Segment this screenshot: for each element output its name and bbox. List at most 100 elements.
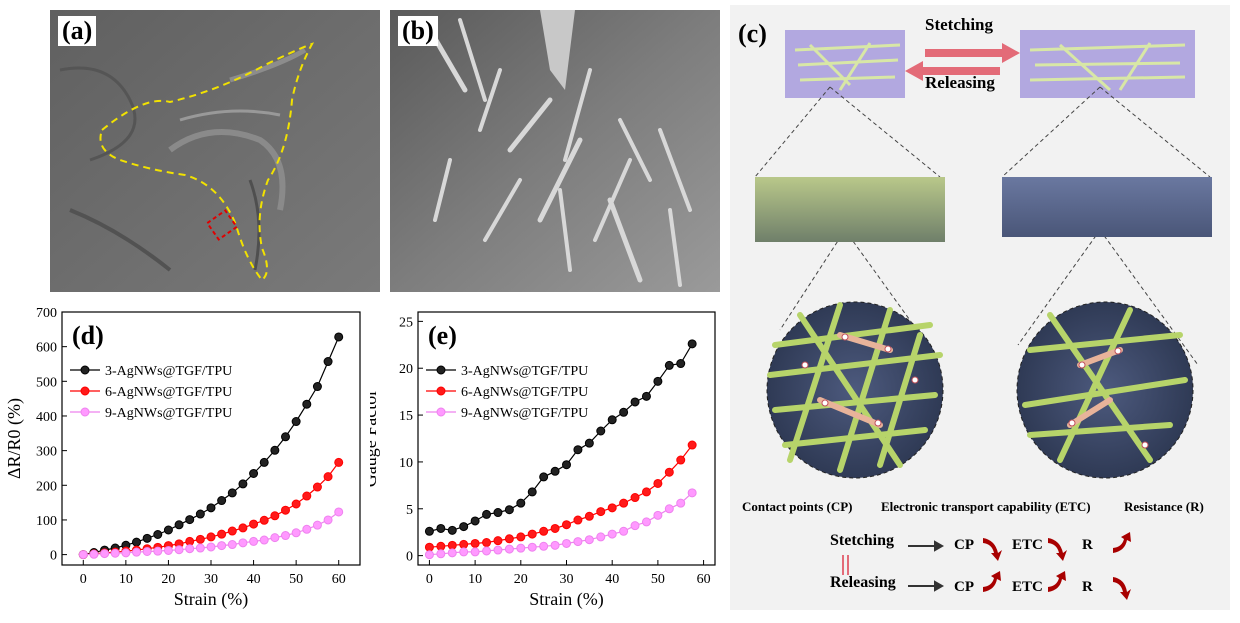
data-point	[459, 547, 469, 557]
data-point	[527, 542, 537, 552]
x-axis-label: Strain (%)	[174, 589, 248, 610]
data-point	[424, 550, 434, 560]
data-point	[470, 516, 480, 526]
data-point	[312, 520, 322, 530]
data-point	[641, 517, 651, 527]
data-point	[270, 533, 280, 543]
data-point	[573, 445, 583, 455]
y-tick-label: 200	[36, 479, 57, 494]
data-point	[185, 515, 195, 525]
data-point	[270, 511, 280, 521]
x-axis-label: Strain (%)	[529, 589, 603, 610]
x-tick-label: 30	[204, 572, 218, 587]
y-tick-label: 300	[36, 445, 57, 460]
data-point	[562, 538, 571, 548]
legend-etc: Electronic transport capability (ETC)	[881, 499, 1091, 514]
data-point	[227, 540, 237, 550]
panel-label-a: (a)	[58, 16, 97, 46]
y-tick-label: 100	[36, 514, 57, 529]
y-tick-label: 700	[36, 306, 57, 321]
row-releasing: Releasing	[830, 574, 896, 591]
data-point	[550, 466, 560, 476]
data-point	[334, 332, 344, 342]
data-point	[516, 543, 526, 553]
data-point	[281, 531, 290, 541]
x-tick-label: 60	[697, 572, 711, 587]
data-point	[436, 549, 446, 559]
sem-image-b: (b)	[390, 10, 720, 292]
data-point	[516, 532, 526, 542]
chart-d: 0 10 20 30 40 50 600100200300400500600700Strai…	[4, 306, 361, 610]
y-axis-label: Gauge Factor	[370, 390, 380, 487]
data-point	[217, 541, 227, 551]
data-point	[195, 509, 205, 519]
data-point	[302, 399, 312, 409]
panel-label-c: (c)	[738, 19, 767, 48]
data-point	[596, 532, 606, 542]
sem-a-illustration	[50, 10, 380, 292]
y-tick-label: 15	[399, 409, 413, 424]
legend-label: 3-AgNWs@TGF/TPU	[461, 364, 588, 379]
data-point	[312, 482, 322, 492]
data-point	[584, 511, 594, 521]
data-point	[121, 548, 131, 558]
data-point	[596, 507, 606, 517]
data-point	[217, 529, 227, 539]
data-point	[238, 523, 248, 533]
data-point	[185, 544, 195, 554]
data-point	[206, 503, 216, 513]
releasing-label: Releasing	[925, 73, 995, 92]
data-point	[110, 548, 120, 558]
data-point	[482, 509, 492, 519]
sem-image-a: (a)	[50, 10, 380, 292]
data-point	[291, 528, 301, 538]
y-tick-label: 10	[399, 456, 413, 471]
data-point	[459, 539, 469, 549]
y-tick-label: 600	[36, 341, 57, 356]
data-point	[142, 546, 152, 556]
data-point	[653, 510, 663, 520]
x-tick-label: 20	[161, 572, 175, 587]
x-tick-label: 10	[468, 572, 482, 587]
data-point	[323, 515, 333, 525]
data-point	[174, 545, 184, 555]
panel-label: (d)	[72, 321, 104, 350]
legend-label: 3-AgNWs@TGF/TPU	[105, 364, 232, 379]
data-point	[573, 515, 583, 525]
data-point	[132, 537, 141, 547]
data-point	[493, 508, 503, 518]
data-point	[78, 550, 88, 560]
legend-r: Resistance (R)	[1124, 499, 1204, 514]
data-point	[550, 523, 560, 533]
y-tick-label: 0	[50, 549, 57, 564]
sem-a-outline	[99, 42, 315, 282]
data-point	[504, 505, 514, 515]
data-point	[504, 534, 514, 544]
data-point	[302, 524, 312, 534]
row2-r: R	[1082, 579, 1093, 595]
legend-marker	[436, 365, 446, 375]
x-tick-label: 20	[514, 572, 528, 587]
data-point	[493, 536, 503, 546]
stretch-arrow	[925, 43, 1020, 63]
data-point	[323, 357, 333, 367]
data-point	[227, 526, 237, 536]
data-point	[291, 417, 301, 427]
y-tick-label: 0	[406, 550, 413, 565]
sem-a-zoom-box	[205, 209, 239, 241]
data-point	[227, 488, 237, 498]
data-point	[687, 339, 697, 349]
schematic-panel-c: (c) Stetching Releasing Contact points (…	[730, 5, 1230, 610]
data-point	[195, 543, 205, 553]
chart-e: 0 10 20 30 40 50 60 0 5 10 15 20 25 Strain (%) Gauge F…	[370, 311, 716, 610]
data-point	[259, 535, 269, 545]
sem-b-illustration	[390, 10, 720, 292]
stretching-label: Stetching	[925, 15, 993, 34]
data-point	[630, 397, 640, 407]
x-tick-label: 30	[560, 572, 574, 587]
slab-released	[755, 177, 945, 242]
data-point	[493, 545, 503, 555]
data-point	[89, 549, 99, 559]
data-point	[607, 415, 617, 425]
data-point	[249, 469, 259, 479]
